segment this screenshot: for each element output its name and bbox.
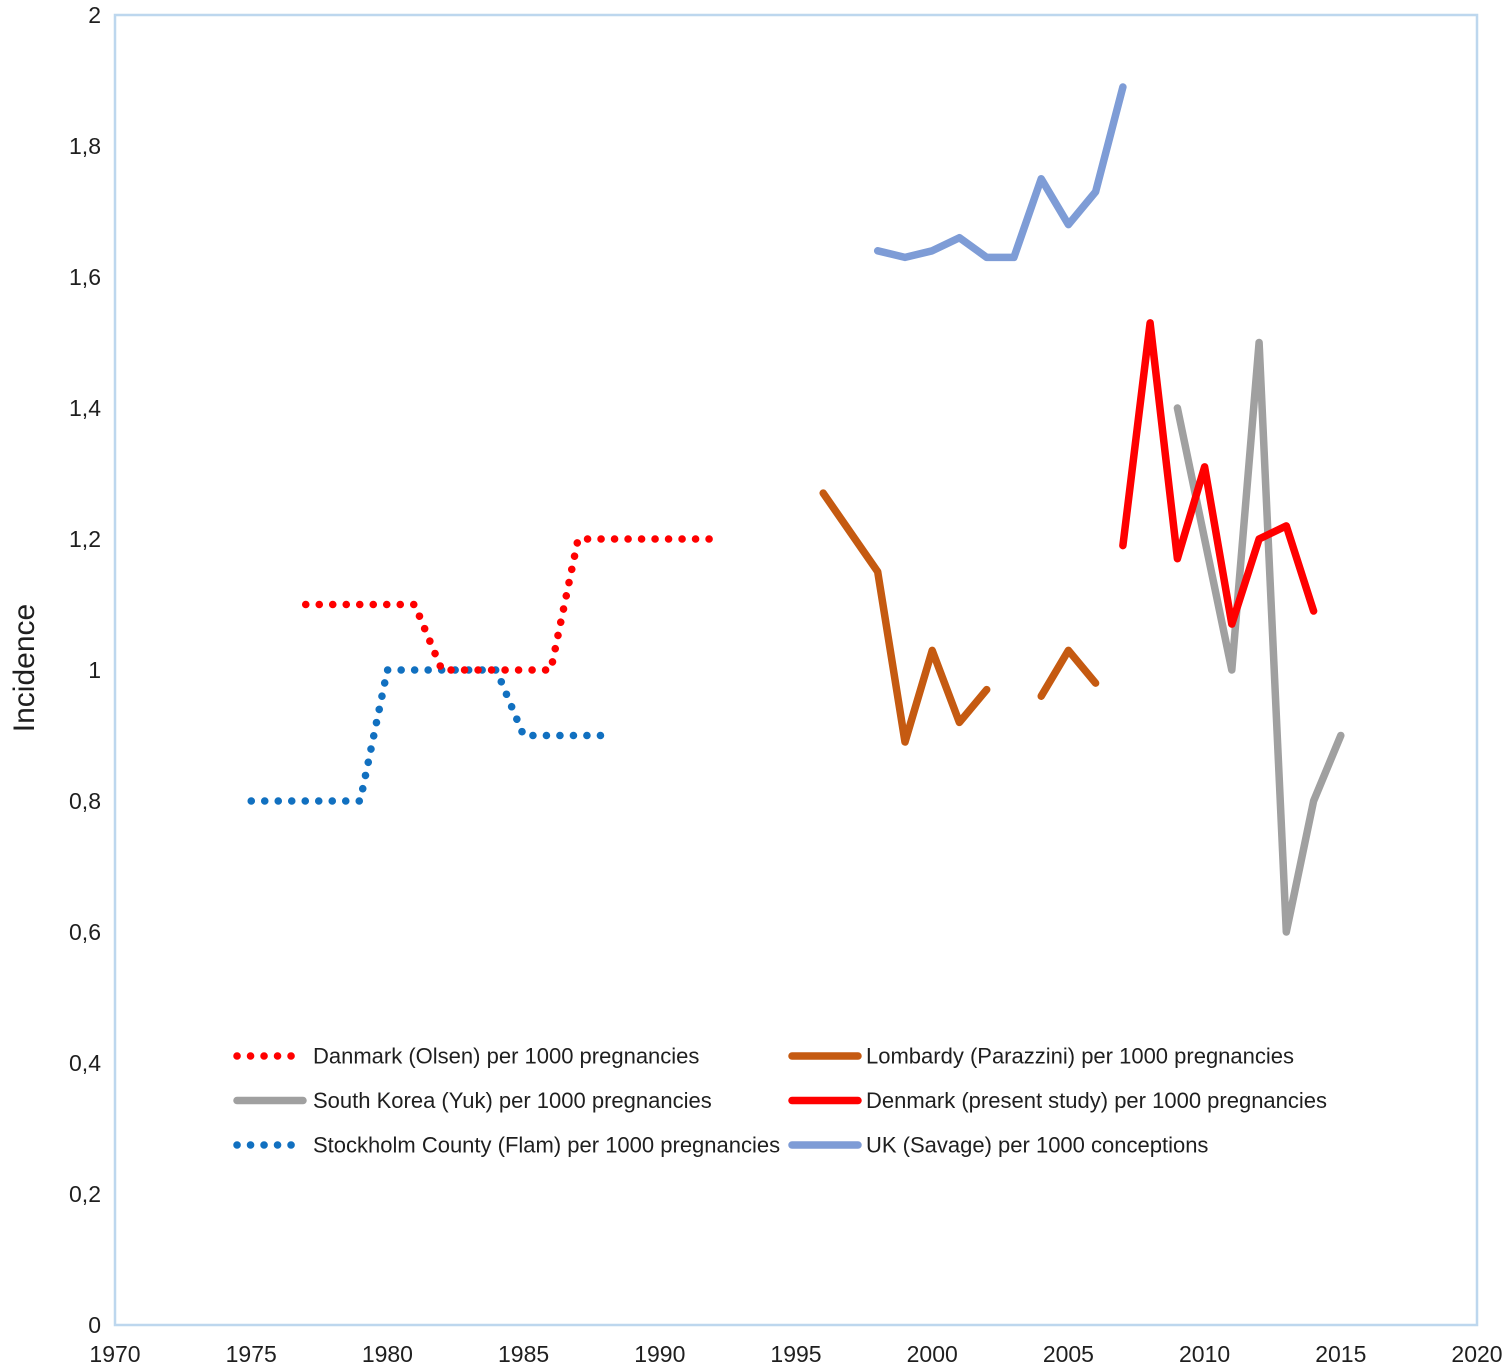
y-tick-label: 0,4 — [69, 1050, 101, 1076]
series-line-uk_savage — [873, 83, 1127, 262]
x-tick-label: 1980 — [362, 1341, 413, 1367]
x-tick-label: 1995 — [770, 1341, 821, 1367]
series-line-lombardy_parazzini-seg1 — [819, 489, 991, 746]
legend-item-uk_savage: UK (Savage) per 1000 conceptions — [788, 1133, 1208, 1158]
series-line-south_korea_yuk — [1173, 338, 1345, 936]
x-tick-label: 2005 — [1043, 1341, 1094, 1367]
legend-item-stockholm_flam: Stockholm County (Flam) per 1000 pregnan… — [233, 1133, 780, 1158]
y-tick-label: 0,2 — [69, 1181, 101, 1207]
legend-item-lombardy_parazzini: Lombardy (Parazzini) per 1000 pregnancie… — [788, 1044, 1294, 1069]
series-line-lombardy_parazzini-seg2 — [1037, 646, 1100, 700]
x-tick-label: 2010 — [1179, 1341, 1230, 1367]
series-line-danmark_olsen — [301, 535, 719, 674]
x-tick-label: 1970 — [89, 1341, 140, 1367]
y-axis-title: Incidence — [8, 604, 41, 732]
legend-item-denmark_present: Denmark (present study) per 1000 pregnan… — [788, 1088, 1327, 1113]
legend-label-uk_savage: UK (Savage) per 1000 conceptions — [866, 1133, 1208, 1158]
legend-label-lombardy_parazzini: Lombardy (Parazzini) per 1000 pregnancie… — [866, 1044, 1294, 1069]
y-tick-label: 2 — [88, 2, 101, 28]
series-line-stockholm_flam — [247, 666, 610, 805]
legend-item-south_korea_yuk: South Korea (Yuk) per 1000 pregnancies — [233, 1088, 712, 1113]
legend-label-danmark_olsen: Danmark (Olsen) per 1000 pregnancies — [313, 1044, 699, 1069]
plot-border — [113, 13, 1479, 1327]
legend-item-danmark_olsen: Danmark (Olsen) per 1000 pregnancies — [233, 1044, 699, 1069]
x-tick-label: 2015 — [1315, 1341, 1366, 1367]
x-tick-label: 1975 — [226, 1341, 277, 1367]
y-tick-label: 0,8 — [69, 788, 101, 814]
y-tick-label: 1,4 — [69, 395, 101, 421]
y-tick-label: 1,8 — [69, 133, 101, 159]
x-tick-label: 1990 — [634, 1341, 685, 1367]
x-tick-label: 1985 — [498, 1341, 549, 1367]
y-tick-label: 0 — [88, 1312, 101, 1338]
legend-label-denmark_present: Denmark (present study) per 1000 pregnan… — [866, 1088, 1327, 1113]
y-tick-label: 1,6 — [69, 264, 101, 290]
plot-layers: 0 0,2 0,4 0,6 0,8 1 1,2 1,4 1,6 1,8 2 1970 1975 1980 1… — [69, 2, 1502, 1367]
x-tick-label: 2020 — [1451, 1341, 1502, 1367]
y-tick-label: 1 — [88, 657, 101, 683]
y-tick-label: 1,2 — [69, 526, 101, 552]
legend-label-south_korea_yuk: South Korea (Yuk) per 1000 pregnancies — [313, 1088, 712, 1113]
x-tick-label: 2000 — [907, 1341, 958, 1367]
legend-label-stockholm_flam: Stockholm County (Flam) per 1000 pregnan… — [313, 1133, 780, 1158]
y-tick-label: 0,6 — [69, 919, 101, 945]
series-line-denmark_present — [1119, 319, 1318, 628]
